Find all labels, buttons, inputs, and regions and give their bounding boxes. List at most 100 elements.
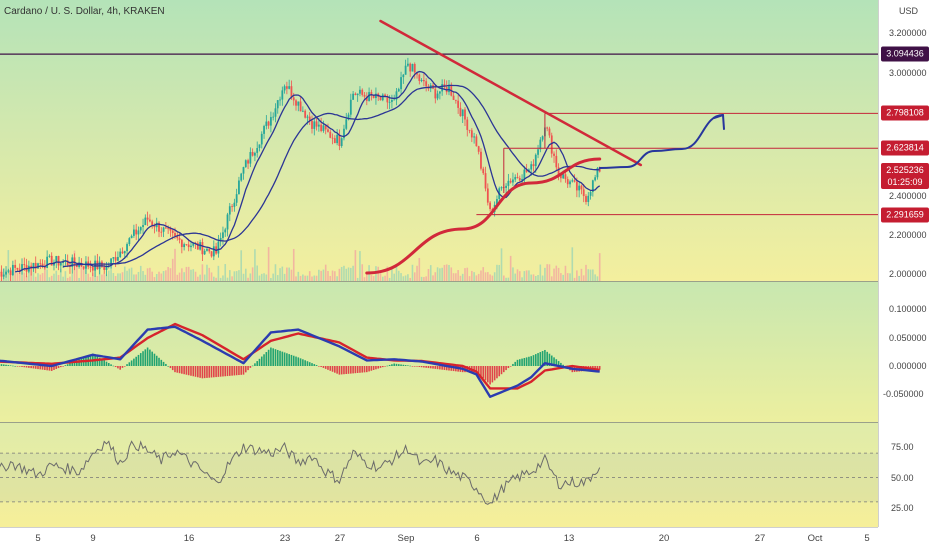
volume-bar [503, 275, 505, 281]
candle [238, 180, 240, 195]
macd-histogram-bar [487, 366, 489, 383]
volume-bar [135, 274, 137, 281]
candle [340, 138, 343, 147]
time-tick: 27 [334, 533, 346, 544]
candle [21, 264, 23, 271]
pane-divider[interactable] [0, 422, 878, 423]
volume-bar [379, 270, 382, 281]
candle [484, 173, 487, 189]
volume-bar [292, 248, 295, 281]
price-pane[interactable]: Cardano / U. S. Dollar, 4h, KRAKEN [0, 0, 878, 281]
candle [146, 217, 149, 220]
volume-bar [242, 273, 245, 281]
volume-bar [582, 275, 585, 281]
candle [580, 185, 583, 190]
macd-histogram-bar [311, 363, 313, 366]
time-tick: 5 [35, 533, 41, 544]
volume-bar [37, 273, 39, 281]
candle [301, 110, 304, 112]
volume-bar [183, 272, 185, 281]
candle [404, 65, 407, 75]
macd-histogram-bar [370, 366, 373, 371]
price-tick: 2.200000 [889, 230, 927, 240]
candle [135, 229, 138, 235]
candle [226, 214, 229, 230]
macd-histogram-bar [532, 355, 535, 366]
macd-histogram-bar [534, 354, 537, 366]
macd-histogram-bar [557, 361, 560, 366]
volume-bar [464, 268, 466, 281]
volume-bar [263, 273, 265, 281]
macd-histogram-bar [521, 358, 523, 366]
macd-histogram-bar [110, 364, 112, 366]
candle [349, 99, 352, 115]
volume-bar [436, 267, 439, 281]
macd-histogram-bar [598, 366, 601, 370]
candle [457, 100, 460, 108]
volume-bar [315, 275, 318, 281]
candle [16, 267, 19, 270]
macd-histogram-bar [249, 366, 252, 368]
volume-bar [381, 276, 384, 281]
macd-histogram-bar [210, 366, 213, 378]
time-tick: 13 [563, 533, 575, 544]
macd-histogram-bar [318, 366, 320, 367]
volume-bar [44, 264, 46, 281]
volume-bar [60, 268, 62, 281]
candle [534, 154, 537, 167]
time-tick: 20 [658, 533, 670, 544]
candle [137, 230, 140, 235]
candle [295, 100, 297, 106]
macd-histogram-bar [439, 366, 441, 370]
candle [596, 168, 599, 178]
candle [386, 96, 389, 103]
candle [233, 202, 236, 207]
candle [566, 179, 569, 185]
time-tick: 6 [474, 533, 480, 544]
volume-bar [48, 277, 51, 281]
volume-bar [158, 271, 160, 281]
volume-bar [391, 269, 393, 281]
macd-histogram-bar [224, 366, 227, 377]
volume-bar [354, 250, 357, 281]
candle [210, 251, 213, 257]
candle [539, 139, 542, 150]
volume-bar [592, 269, 594, 281]
volume-bar [407, 274, 409, 281]
volume-bar [512, 267, 514, 281]
price-axis[interactable]: USD 3.200000 3.000000 2.400000 2.200000 … [878, 0, 932, 527]
volume-bar [484, 272, 487, 281]
macd-histogram-bar [167, 366, 169, 367]
candle [591, 180, 594, 193]
volume-bar [352, 265, 354, 281]
candle [201, 242, 204, 255]
macd-histogram-bar [137, 354, 140, 366]
macd-histogram-bar [53, 366, 55, 370]
pane-divider[interactable] [0, 281, 878, 282]
candle [123, 251, 126, 254]
volume-bar [384, 275, 386, 281]
volume-bar [557, 267, 560, 281]
macd-histogram-bar [402, 364, 405, 366]
candle [322, 125, 325, 131]
volume-bar [267, 247, 270, 281]
macd-histogram-bar [518, 359, 521, 366]
macd-histogram-bar [117, 366, 119, 369]
time-tick: Sep [397, 533, 415, 544]
macd-histogram-bar [103, 360, 106, 366]
rsi-pane[interactable] [0, 423, 878, 527]
volume-bar [238, 270, 240, 281]
candle [480, 151, 482, 169]
volume-bar [153, 277, 156, 281]
candle [578, 185, 581, 191]
candle [105, 265, 108, 270]
time-axis[interactable]: 5 9 16 23 27 Sep 6 13 20 27 Oct 5 [0, 527, 878, 550]
volume-bar [580, 268, 583, 281]
candle [530, 164, 533, 170]
macd-pane[interactable] [0, 282, 878, 422]
macd-histogram-bar [322, 366, 325, 368]
candle [117, 256, 119, 261]
candle [459, 107, 462, 117]
volume-bar [71, 273, 74, 281]
